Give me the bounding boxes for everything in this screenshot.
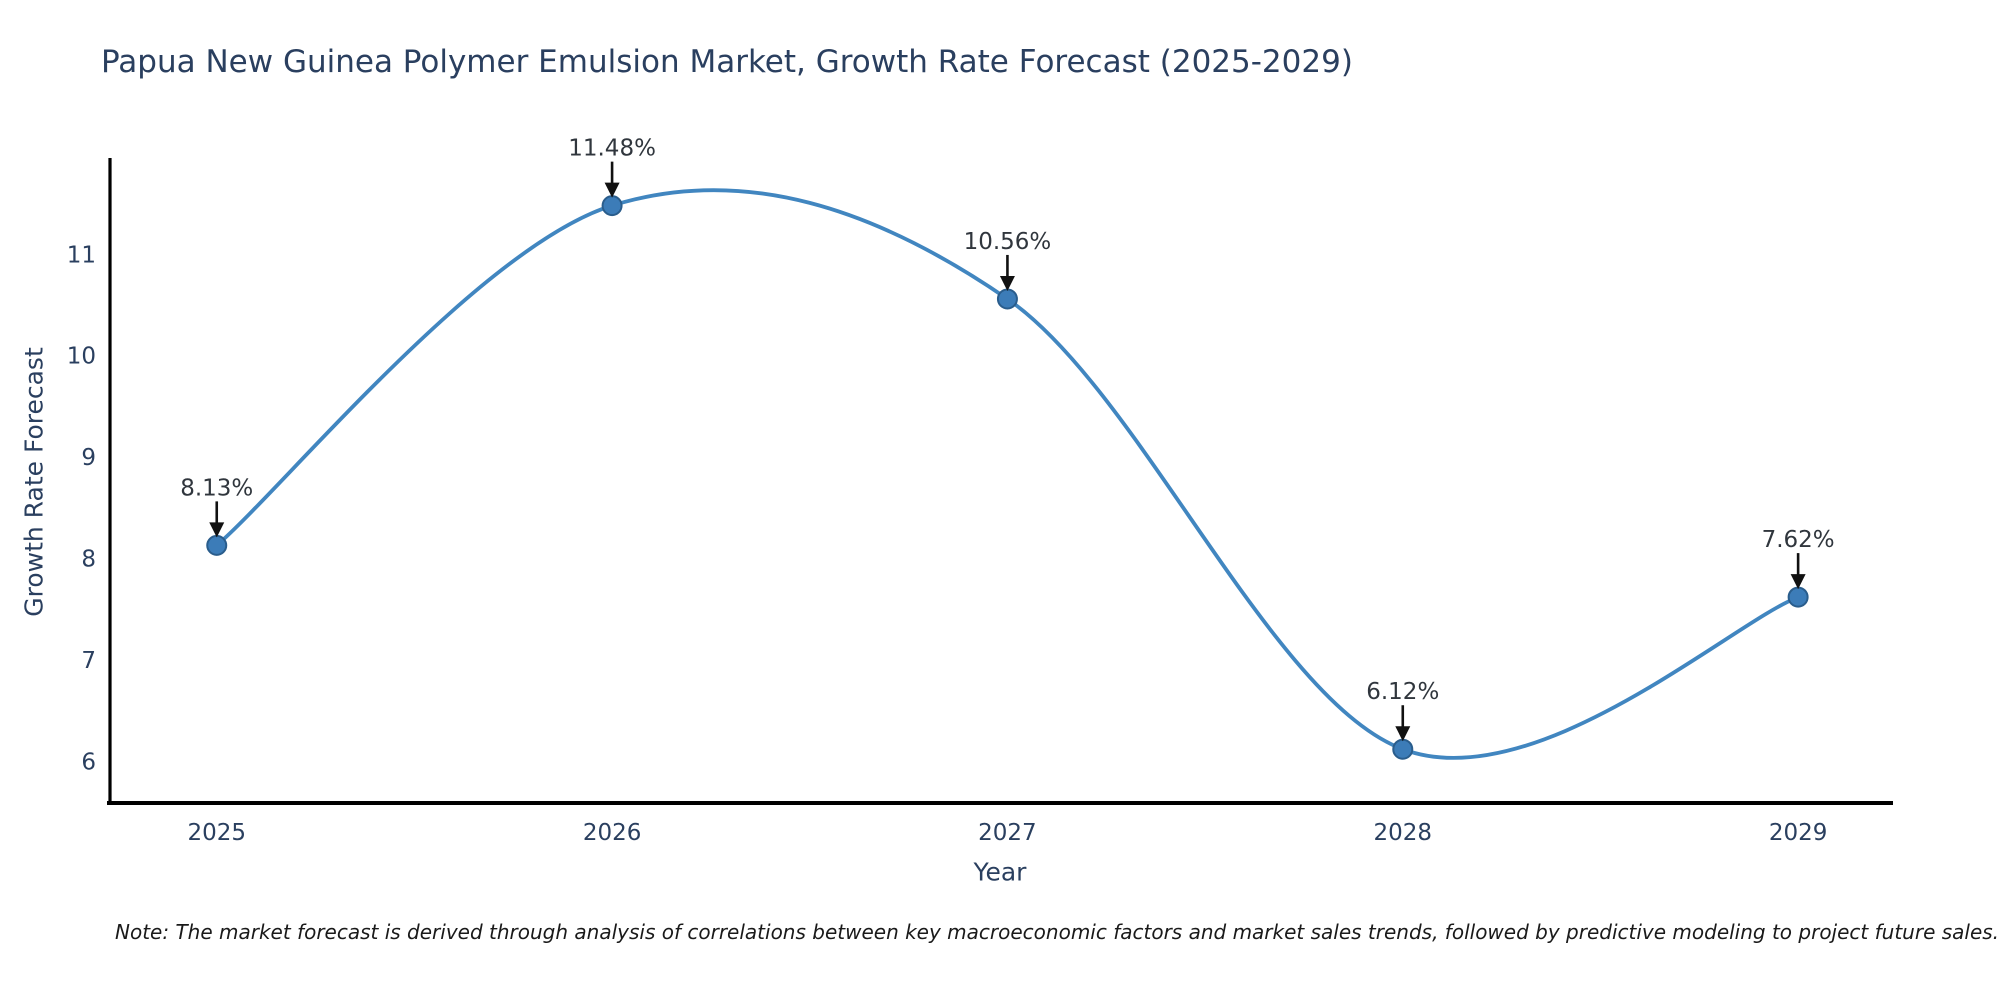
y-tick-label: 7 xyxy=(81,648,96,674)
y-tick-label: 9 xyxy=(81,445,96,471)
x-tick-label: 2028 xyxy=(1374,820,1433,846)
annotation-label: 8.13% xyxy=(180,475,253,501)
y-tick-label: 10 xyxy=(67,344,96,370)
x-tick-label: 2029 xyxy=(1769,820,1828,846)
footnote: Note: The market forecast is derived thr… xyxy=(115,920,2000,944)
y-axis-title: Growth Rate Forecast xyxy=(19,347,49,617)
data-point-2026[interactable] xyxy=(601,195,623,217)
y-tick-label: 8 xyxy=(81,547,96,573)
x-axis-title: Year xyxy=(973,857,1027,887)
annotation-arrowhead xyxy=(1395,726,1411,742)
annotation-arrowhead xyxy=(1790,574,1806,590)
annotation-label: 6.12% xyxy=(1366,679,1439,705)
y-tick-label: 11 xyxy=(67,242,96,268)
chart-title: Papua New Guinea Polymer Emulsion Market… xyxy=(101,44,1353,80)
data-point-2028[interactable] xyxy=(1392,738,1414,760)
annotation-label: 10.56% xyxy=(964,229,1052,255)
annotation-label: 11.48% xyxy=(568,136,656,162)
x-tick-label: 2027 xyxy=(978,820,1037,846)
annotation-arrowhead xyxy=(209,522,225,538)
x-tick-label: 2026 xyxy=(583,820,642,846)
y-tick-label: 6 xyxy=(81,749,96,775)
data-point-2025[interactable] xyxy=(206,534,228,556)
x-tick-label: 2025 xyxy=(187,820,246,846)
data-point-2029[interactable] xyxy=(1787,586,1809,608)
plot-area: 6 7 8 9 10 11 2025 2026 2027 2028 2029 8.13% 11.48% 1… xyxy=(67,136,1835,846)
annotation-label: 7.62% xyxy=(1762,527,1835,553)
annotation-arrowhead xyxy=(604,182,620,198)
annotation-arrowhead xyxy=(999,275,1015,291)
data-point-2027[interactable] xyxy=(996,288,1018,310)
